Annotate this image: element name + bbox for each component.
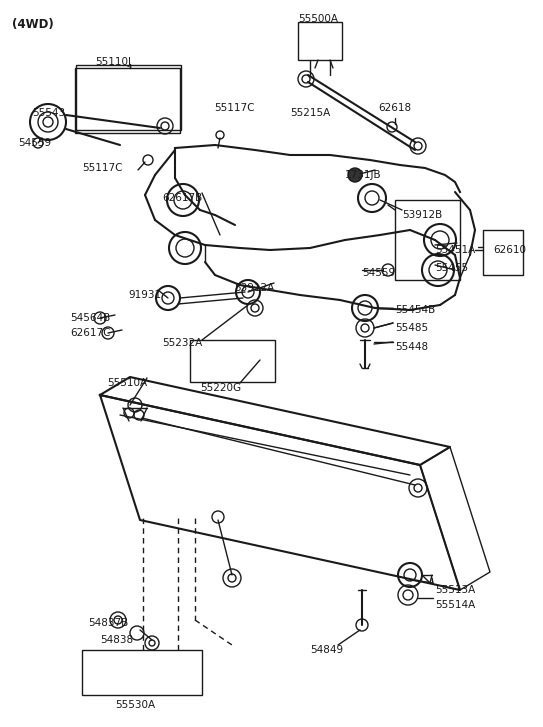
Text: 91931: 91931 xyxy=(128,290,161,300)
Text: 55215A: 55215A xyxy=(290,108,330,118)
Text: 55448: 55448 xyxy=(395,342,428,352)
Text: 54838: 54838 xyxy=(100,635,133,645)
Text: 55514A: 55514A xyxy=(435,600,475,610)
Text: 55510A: 55510A xyxy=(107,378,147,388)
Bar xyxy=(395,200,460,280)
Text: (4WD): (4WD) xyxy=(12,18,54,31)
Text: 1731JB: 1731JB xyxy=(345,170,382,180)
Bar xyxy=(82,650,202,695)
Text: 55455: 55455 xyxy=(435,263,468,273)
Bar xyxy=(75,68,180,133)
Bar xyxy=(76,65,181,130)
Text: 62618: 62618 xyxy=(378,103,411,113)
Text: 54564B: 54564B xyxy=(70,313,110,323)
Text: 55117C: 55117C xyxy=(214,103,255,113)
Text: 53912A: 53912A xyxy=(234,283,274,293)
Text: 55530A: 55530A xyxy=(115,700,155,710)
Text: 55500A: 55500A xyxy=(298,14,338,24)
Text: 62617C: 62617C xyxy=(70,328,110,338)
Text: 62617B: 62617B xyxy=(162,193,202,203)
Text: 55232A: 55232A xyxy=(162,338,202,348)
Circle shape xyxy=(348,168,362,182)
Text: 54837B: 54837B xyxy=(88,618,128,628)
Text: 54559: 54559 xyxy=(362,268,395,278)
Text: 62610: 62610 xyxy=(493,245,526,255)
Text: 55451A: 55451A xyxy=(435,245,475,255)
Bar xyxy=(298,22,342,60)
Text: 54559: 54559 xyxy=(18,138,51,148)
Text: 55117C: 55117C xyxy=(82,163,123,173)
Text: 53912B: 53912B xyxy=(402,210,442,220)
Text: 55513A: 55513A xyxy=(435,585,475,595)
Text: 55454B: 55454B xyxy=(395,305,435,315)
Text: 55485: 55485 xyxy=(395,323,428,333)
Text: 54849: 54849 xyxy=(310,645,343,655)
Text: 55220G: 55220G xyxy=(200,383,241,393)
Bar xyxy=(190,340,275,382)
Bar xyxy=(483,230,523,275)
Text: 55543: 55543 xyxy=(32,108,65,118)
Text: 55110J: 55110J xyxy=(95,57,131,67)
